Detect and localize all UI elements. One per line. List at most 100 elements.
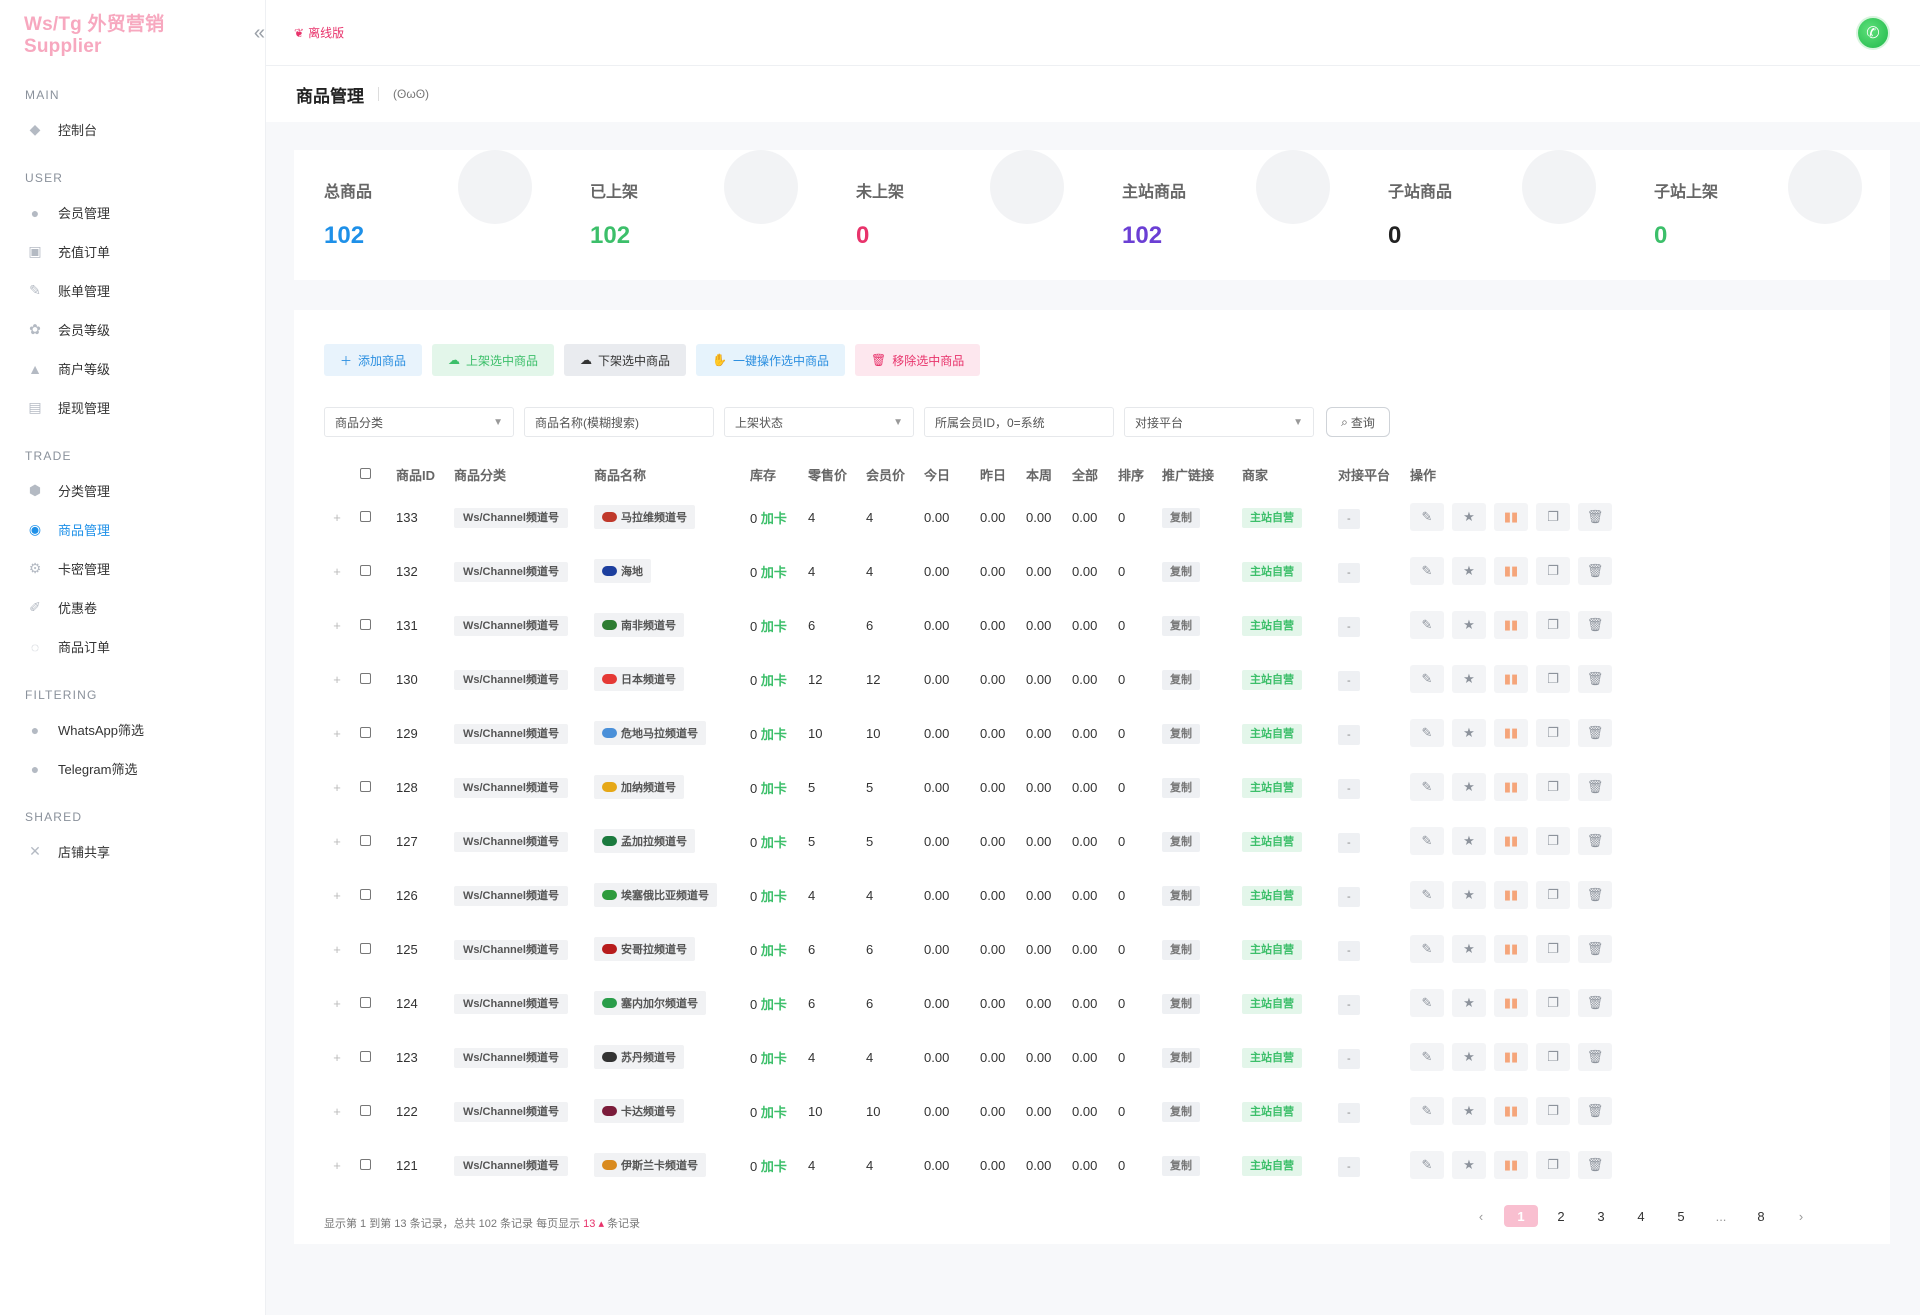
unshelve-selected-button[interactable]: ☁ 下架选中商品: [564, 344, 687, 376]
copy-link-button[interactable]: 复制: [1162, 886, 1200, 906]
toggle-shelf-button[interactable]: ▮▮: [1494, 1151, 1528, 1179]
duplicate-button[interactable]: ❐: [1536, 557, 1570, 585]
sidebar-item[interactable]: ▲ 商户等级: [0, 349, 265, 388]
table-row[interactable]: +128 Ws/Channel频道号 加纳频道号 0 加卡 5 5 0.00 0.00 0.00…: [320, 760, 1618, 814]
edit-button[interactable]: ✎: [1410, 719, 1444, 747]
remove-selected-button[interactable]: 🗑 移除选中商品: [855, 344, 981, 376]
duplicate-button[interactable]: ❐: [1536, 1151, 1570, 1179]
add-card-link[interactable]: 加卡: [760, 510, 787, 526]
star-button[interactable]: ★: [1452, 1151, 1486, 1179]
table-row[interactable]: +133 Ws/Channel频道号 马拉维频道号 0 加卡 4 4 0.00 0.00 0.0…: [320, 490, 1618, 544]
toggle-shelf-button[interactable]: ▮▮: [1494, 665, 1528, 693]
sidebar-item[interactable]: ✿ 会员等级: [0, 310, 265, 349]
expand-row-icon[interactable]: +: [333, 779, 341, 795]
edit-button[interactable]: ✎: [1410, 611, 1444, 639]
duplicate-button[interactable]: ❐: [1536, 503, 1570, 531]
row-checkbox[interactable]: [360, 1050, 371, 1062]
toggle-shelf-button[interactable]: ▮▮: [1494, 935, 1528, 963]
sidebar-item[interactable]: ◆ 控制台: [0, 110, 265, 149]
shelve-selected-button[interactable]: ☁ 上架选中商品: [432, 344, 555, 376]
edit-button[interactable]: ✎: [1410, 665, 1444, 693]
star-button[interactable]: ★: [1452, 1097, 1486, 1125]
edit-button[interactable]: ✎: [1410, 773, 1444, 801]
star-button[interactable]: ★: [1452, 881, 1486, 909]
delete-button[interactable]: 🗑: [1578, 1043, 1612, 1071]
expand-row-icon[interactable]: +: [333, 1157, 341, 1173]
table-row[interactable]: +130 Ws/Channel频道号 日本频道号 0 加卡 12 12 0.00 0.00 0.…: [320, 652, 1618, 706]
sidebar-item[interactable]: ✎ 账单管理: [0, 271, 265, 310]
edit-button[interactable]: ✎: [1410, 1097, 1444, 1125]
page-button[interactable]: 4: [1637, 1208, 1645, 1224]
avatar[interactable]: ✆: [1856, 16, 1890, 50]
star-button[interactable]: ★: [1452, 557, 1486, 585]
expand-row-icon[interactable]: +: [333, 995, 341, 1011]
row-checkbox[interactable]: [360, 888, 371, 900]
copy-link-button[interactable]: 复制: [1162, 994, 1200, 1014]
goods-name-input[interactable]: 商品名称(模糊搜索): [524, 407, 714, 437]
duplicate-button[interactable]: ❐: [1536, 1097, 1570, 1125]
duplicate-button[interactable]: ❐: [1536, 665, 1570, 693]
expand-row-icon[interactable]: +: [333, 833, 341, 849]
table-row[interactable]: +127 Ws/Channel频道号 孟加拉频道号 0 加卡 5 5 0.00 0.00 0.0…: [320, 814, 1618, 868]
delete-button[interactable]: 🗑: [1578, 773, 1612, 801]
prev-page-button[interactable]: ‹: [1478, 1208, 1484, 1224]
duplicate-button[interactable]: ❐: [1536, 773, 1570, 801]
page-button[interactable]: 1: [1504, 1205, 1538, 1227]
star-button[interactable]: ★: [1452, 611, 1486, 639]
table-row[interactable]: +124 Ws/Channel频道号 塞内加尔频道号 0 加卡 6 6 0.00 0.00 0.…: [320, 976, 1618, 1030]
delete-button[interactable]: 🗑: [1578, 1151, 1612, 1179]
add-card-link[interactable]: 加卡: [760, 672, 787, 688]
edit-button[interactable]: ✎: [1410, 989, 1444, 1017]
row-checkbox[interactable]: [360, 726, 371, 738]
table-row[interactable]: +125 Ws/Channel频道号 安哥拉频道号 0 加卡 6 6 0.00 0.00 0.0…: [320, 922, 1618, 976]
edit-button[interactable]: ✎: [1410, 1043, 1444, 1071]
next-page-button[interactable]: ›: [1798, 1208, 1804, 1224]
add-card-link[interactable]: 加卡: [760, 1104, 787, 1120]
search-button[interactable]: ⌕ 查询: [1326, 407, 1390, 437]
copy-link-button[interactable]: 复制: [1162, 832, 1200, 852]
star-button[interactable]: ★: [1452, 827, 1486, 855]
duplicate-button[interactable]: ❐: [1536, 881, 1570, 909]
toggle-shelf-button[interactable]: ▮▮: [1494, 1097, 1528, 1125]
expand-row-icon[interactable]: +: [333, 1049, 341, 1065]
expand-row-icon[interactable]: +: [333, 563, 341, 579]
row-checkbox[interactable]: [360, 1158, 371, 1170]
sidebar-item[interactable]: ▣ 充值订单: [0, 232, 265, 271]
delete-button[interactable]: 🗑: [1578, 665, 1612, 693]
row-checkbox[interactable]: [360, 1104, 371, 1116]
copy-link-button[interactable]: 复制: [1162, 940, 1200, 960]
delete-button[interactable]: 🗑: [1578, 989, 1612, 1017]
brand-logo[interactable]: Ws/Tg 外贸营销 Supplier: [24, 13, 165, 57]
toggle-shelf-button[interactable]: ▮▮: [1494, 611, 1528, 639]
table-row[interactable]: +126 Ws/Channel频道号 埃塞俄比亚频道号 0 加卡 4 4 0.00 0.00 0…: [320, 868, 1618, 922]
edit-button[interactable]: ✎: [1410, 1151, 1444, 1179]
table-row[interactable]: +129 Ws/Channel频道号 危地马拉频道号 0 加卡 10 10 0.00 0.00…: [320, 706, 1618, 760]
table-row[interactable]: +122 Ws/Channel频道号 卡达频道号 0 加卡 10 10 0.00 0.00 0.…: [320, 1084, 1618, 1138]
delete-button[interactable]: 🗑: [1578, 557, 1612, 585]
edit-button[interactable]: ✎: [1410, 881, 1444, 909]
sidebar-item[interactable]: ⚙ 卡密管理: [0, 549, 265, 588]
toggle-shelf-button[interactable]: ▮▮: [1494, 773, 1528, 801]
copy-link-button[interactable]: 复制: [1162, 616, 1200, 636]
sidebar-item[interactable]: ✕ 店铺共享: [0, 832, 265, 871]
sidebar-item[interactable]: ▤ 提现管理: [0, 388, 265, 427]
page-button[interactable]: 5: [1677, 1208, 1685, 1224]
page-button[interactable]: 8: [1757, 1208, 1765, 1224]
expand-row-icon[interactable]: +: [333, 887, 341, 903]
duplicate-button[interactable]: ❐: [1536, 827, 1570, 855]
star-button[interactable]: ★: [1452, 989, 1486, 1017]
toggle-shelf-button[interactable]: ▮▮: [1494, 719, 1528, 747]
copy-link-button[interactable]: 复制: [1162, 1156, 1200, 1176]
add-card-link[interactable]: 加卡: [760, 564, 787, 580]
platform-select[interactable]: 对接平台 ▼: [1124, 407, 1314, 437]
copy-link-button[interactable]: 复制: [1162, 1102, 1200, 1122]
expand-row-icon[interactable]: +: [333, 941, 341, 957]
sidebar-item[interactable]: ● WhatsApp筛选: [0, 710, 265, 749]
delete-button[interactable]: 🗑: [1578, 719, 1612, 747]
table-row[interactable]: +131 Ws/Channel频道号 南非频道号 0 加卡 6 6 0.00 0.00 0.00…: [320, 598, 1618, 652]
toggle-shelf-button[interactable]: ▮▮: [1494, 557, 1528, 585]
duplicate-button[interactable]: ❐: [1536, 611, 1570, 639]
table-row[interactable]: +132 Ws/Channel频道号 海地 0 加卡 4 4 0.00 0.00 0.00 0.0…: [320, 544, 1618, 598]
toggle-shelf-button[interactable]: ▮▮: [1494, 881, 1528, 909]
duplicate-button[interactable]: ❐: [1536, 1043, 1570, 1071]
